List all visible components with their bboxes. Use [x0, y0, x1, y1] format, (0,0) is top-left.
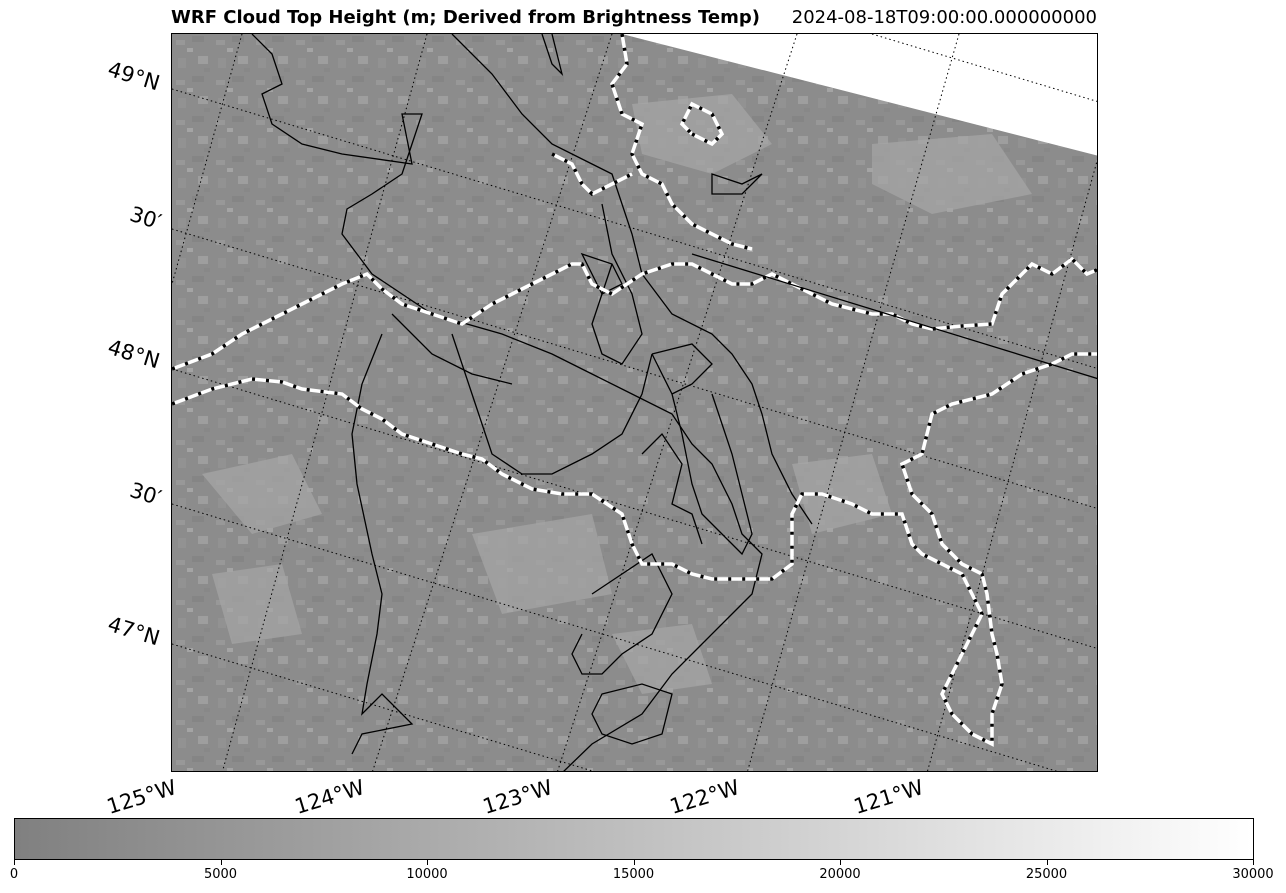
colorbar-tick	[220, 860, 222, 865]
colorbar-tick-label: 10000	[406, 867, 448, 882]
colorbar-tick	[1253, 860, 1254, 865]
lon-label-124w: 124°W	[292, 775, 368, 819]
lon-label-125w: 125°W	[104, 775, 180, 819]
colorbar-tick-label: 5000	[203, 867, 238, 882]
lat-label-49n: 49°N	[104, 57, 163, 96]
plot-title: WRF Cloud Top Height (m; Derived from Br…	[171, 7, 760, 28]
no-data-region	[622, 34, 1097, 156]
timestamp-label: 2024-08-18T09:00:00.000000000	[791, 7, 1097, 28]
lat-label-48n: 48°N	[104, 335, 163, 374]
coastlines	[251, 34, 813, 771]
colorbar-tick	[633, 860, 635, 865]
colorbar-tick-label: 15000	[612, 867, 655, 882]
colorbar-tick-label: 0	[9, 867, 19, 882]
lon-label-122w: 122°W	[667, 775, 743, 819]
lat-label-48-30n: 30′	[126, 202, 165, 235]
bright-cloud-patches	[202, 94, 1032, 694]
colorbar-tick	[1046, 860, 1048, 865]
map-canvas	[172, 34, 1097, 771]
colorbar-tick-label: 20000	[819, 867, 861, 882]
lat-label-47n: 47°N	[104, 612, 163, 651]
colorbar-tick	[427, 860, 428, 865]
lat-label-47-30n: 30′	[126, 478, 165, 511]
political-borders	[172, 34, 1097, 747]
graticule	[172, 34, 1097, 771]
colorbar-tick-label: 30000	[1232, 867, 1274, 882]
lon-label-121w: 121°W	[851, 775, 927, 819]
map-panel[interactable]	[171, 33, 1098, 772]
colorbar-tick-label: 25000	[1025, 867, 1068, 882]
state-border-line	[691, 253, 1097, 380]
colorbar	[14, 818, 1254, 860]
lon-label-123w: 123°W	[480, 775, 556, 819]
colorbar-tick	[840, 860, 841, 865]
colorbar-tick	[14, 860, 15, 865]
